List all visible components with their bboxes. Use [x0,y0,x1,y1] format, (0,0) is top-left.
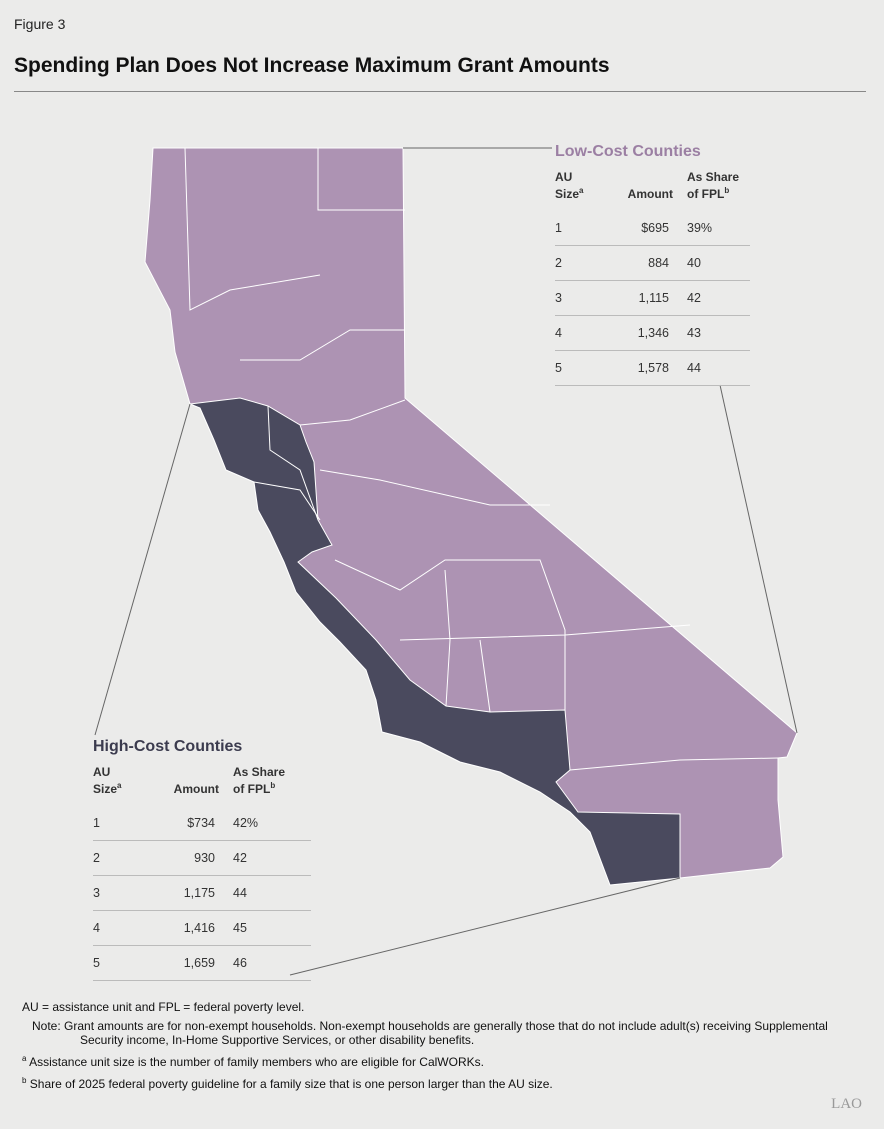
cell: 43 [687,315,750,351]
header-row: AU Sizea Amount As Share of FPLb [93,766,311,806]
header-row: AU Sizea Amount As Share of FPLb [555,171,750,211]
cell: 1,578 [605,350,687,386]
header-cell: As Share of FPLb [687,171,750,211]
row: 1 $695 39% [555,211,750,246]
row: 1 $734 42% [93,806,311,841]
row: 2 884 40 [555,245,750,281]
high-cost-region [189,397,681,886]
cell: 1 [555,211,605,246]
header-text: AU [93,765,111,779]
header-text: of FPL [233,782,271,796]
header-cell: As Share of FPLb [233,766,311,806]
footnote-marker: a [22,1054,27,1063]
cell: 1 [93,806,157,841]
cell: 44 [687,350,750,386]
table-title: High-Cost Counties [93,738,243,755]
note-text: AU = assistance unit and FPL = federal p… [22,1000,305,1014]
cell: 39% [687,211,750,246]
footnote-marker: b [270,781,276,790]
header-cell: AU Sizea [93,766,157,806]
header-cell: Amount [157,766,233,806]
cell: 3 [555,280,605,316]
title: Spending Plan Does Not Increase Maximum … [14,54,610,77]
header-text: of FPL [687,187,725,201]
row: 3 1,175 44 [93,875,311,911]
cell: 3 [93,875,157,911]
low-cost-table: Low-Cost Counties AU Sizea Amount As Share of… [555,143,750,386]
header-text: As Share [233,765,286,779]
cell: $734 [157,806,233,841]
cell: 4 [93,910,157,946]
row: 5 1,659 46 [93,945,311,981]
footnote-marker: b [724,186,730,195]
header-text: Amount [627,187,673,201]
rule [14,91,866,92]
cell: 1,115 [605,280,687,316]
footnote-marker: b [22,1076,27,1085]
footnote-marker: a [117,781,122,790]
cell: 930 [157,840,233,876]
figure-label: Figure 3 [14,16,66,32]
header-cell: Amount [605,171,687,211]
callout-lines [94,147,798,976]
cell: 42% [233,806,311,841]
cell: 1,659 [157,945,233,981]
row: 2 930 42 [93,840,311,876]
table: AU Sizea Amount As Share of FPLb 1 $734 42% 2 930… [93,766,311,981]
note-text: Share of 2025 federal poverty guideline … [29,1077,553,1091]
table-title: Low-Cost Counties [555,143,701,160]
notes: AU = assistance unit and FPL = federal p… [22,1000,862,1096]
row: 3 1,115 42 [555,280,750,316]
cell: 1,416 [157,910,233,946]
logo: LAO [831,1096,862,1112]
header-text: Size [555,187,580,201]
cell: 1,175 [157,875,233,911]
note-text: Assistance unit size is the number of fa… [29,1055,484,1069]
note: AU = assistance unit and FPL = federal p… [22,1000,862,1014]
note: a Assistance unit size is the number of … [22,1052,862,1069]
note: Note: Grant amounts are for non-exempt h… [32,1019,862,1047]
row: 4 1,416 45 [93,910,311,946]
cell: 1,346 [605,315,687,351]
row: 5 1,578 44 [555,350,750,386]
cell: 4 [555,315,605,351]
cell: 46 [233,945,311,981]
cell: 2 [555,245,605,281]
note: b Share of 2025 federal poverty guidelin… [22,1074,862,1091]
cell: 44 [233,875,311,911]
cell: 2 [93,840,157,876]
county-lines [184,147,779,771]
row: 4 1,346 43 [555,315,750,351]
cell: 42 [687,280,750,316]
cell: 5 [93,945,157,981]
header-text: As Share [687,170,740,184]
footnote-marker: a [579,186,584,195]
cell: 5 [555,350,605,386]
header-text: Size [93,782,118,796]
header-text: AU [555,170,573,184]
header-cell: AU Sizea [555,171,605,211]
cell: $695 [605,211,687,246]
high-cost-table: High-Cost Counties AU Sizea Amount As Share o… [93,738,311,981]
cell: 42 [233,840,311,876]
cell: 40 [687,245,750,281]
table: AU Sizea Amount As Share of FPLb 1 $695 39% 2 884… [555,171,750,386]
cell: 45 [233,910,311,946]
note-text: Note: Grant amounts are for non-exempt h… [32,1019,828,1047]
header-text: Amount [173,782,219,796]
cell: 884 [605,245,687,281]
